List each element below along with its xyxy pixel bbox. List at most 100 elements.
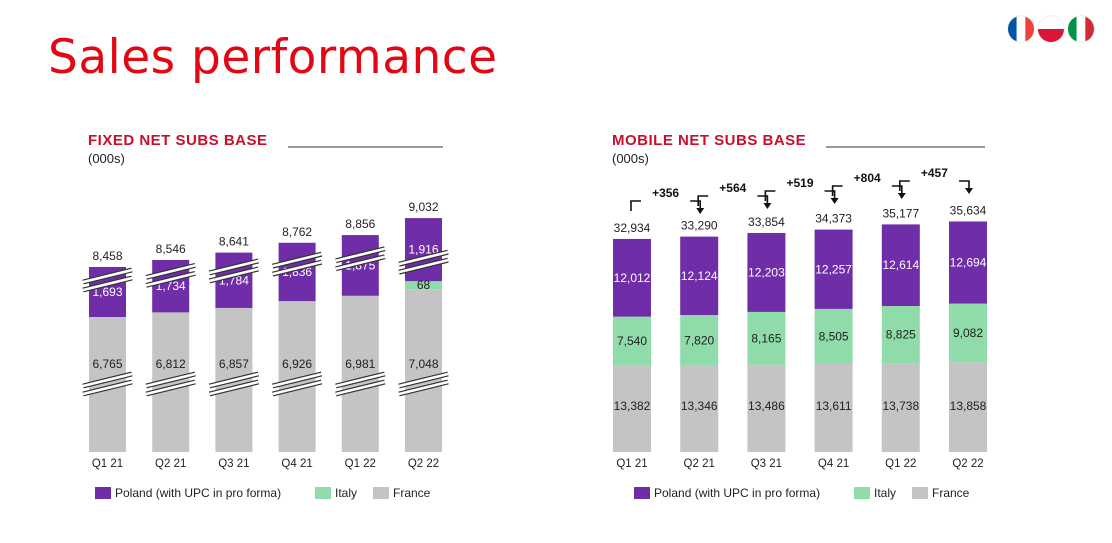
country-flags bbox=[1008, 16, 1094, 42]
bar-italy-q2-22 bbox=[949, 303, 987, 363]
total-label-q2-22: 9,032 bbox=[408, 200, 438, 214]
x-tick-q2-22: Q2 22 bbox=[408, 458, 439, 470]
total-label-q1-22: 35,177 bbox=[882, 206, 919, 220]
delta-connector-2: +564 bbox=[697, 181, 772, 209]
axis-break-q1-22 bbox=[335, 246, 386, 397]
data-label-france-q1-21: 6,765 bbox=[92, 357, 122, 371]
legend-swatch-france bbox=[912, 487, 928, 499]
x-tick-q1-21: Q1 21 bbox=[616, 458, 647, 470]
data-label-france-q2-22: 13,858 bbox=[950, 399, 987, 413]
bar-poland-q3-21 bbox=[747, 232, 786, 312]
legend-label-italy: Italy bbox=[335, 486, 357, 500]
legend-label-italy: Italy bbox=[874, 486, 896, 500]
axis-break-q2-21 bbox=[145, 262, 196, 397]
legend-swatch-italy bbox=[854, 487, 870, 499]
fixed-chart: FIXED NET SUBS BASE (000s) 6,765 1,693 8,458… bbox=[82, 132, 449, 500]
legend-swatch-france bbox=[373, 487, 389, 499]
bar-italy-q1-22 bbox=[881, 306, 920, 364]
bar-italy-q4-21 bbox=[814, 308, 853, 364]
delta-connector-1: +356 bbox=[630, 186, 705, 214]
axis-break-q1-21 bbox=[82, 267, 133, 397]
bar-france-q3-21 bbox=[747, 364, 786, 452]
total-label-q2-21: 8,546 bbox=[156, 242, 186, 256]
poland-flag-icon bbox=[1038, 16, 1064, 42]
legend-label-france: France bbox=[932, 486, 970, 500]
data-label-italy-q1-22: 8,825 bbox=[886, 328, 916, 342]
legend-label-poland: Poland (with UPC in pro forma) bbox=[115, 486, 281, 500]
total-label-q2-21: 33,290 bbox=[681, 219, 718, 233]
x-tick-q3-21: Q3 21 bbox=[218, 458, 249, 470]
data-label-italy-q4-21: 8,505 bbox=[819, 329, 849, 343]
delta-label-1: +356 bbox=[652, 186, 679, 200]
total-label-q1-21: 32,934 bbox=[614, 221, 651, 235]
data-label-poland-q1-21: 12,012 bbox=[614, 271, 651, 285]
data-label-italy-q2-22: 9,082 bbox=[953, 326, 983, 340]
bar-france-q1-22 bbox=[881, 363, 920, 452]
data-label-poland-q2-22: 12,694 bbox=[950, 256, 987, 270]
data-label-france-q1-22: 13,738 bbox=[882, 399, 919, 413]
data-label-poland-q2-22: 1,916 bbox=[408, 243, 438, 257]
total-label-q1-22: 8,856 bbox=[345, 217, 375, 231]
total-label-q3-21: 33,854 bbox=[748, 215, 785, 229]
data-label-france-q2-22: 7,048 bbox=[408, 357, 438, 371]
data-label-poland-q1-22: 12,614 bbox=[882, 258, 919, 272]
data-label-italy-q3-21: 8,165 bbox=[751, 331, 781, 345]
bar-poland-q4-21 bbox=[814, 229, 853, 309]
axis-break-q3-21 bbox=[208, 258, 259, 397]
data-label-poland-q1-21: 1,693 bbox=[92, 285, 122, 299]
delta-label-3: +519 bbox=[786, 176, 813, 190]
total-label-q4-21: 34,373 bbox=[815, 212, 852, 226]
data-label-france-q3-21: 13,486 bbox=[748, 399, 785, 413]
delta-label-4: +804 bbox=[854, 171, 881, 185]
x-tick-q1-22: Q1 22 bbox=[885, 458, 916, 470]
mobile-legend: Poland (with UPC in pro forma) Italy Franc… bbox=[634, 486, 970, 500]
x-tick-q2-21: Q2 21 bbox=[684, 458, 715, 470]
legend-swatch-italy bbox=[315, 487, 331, 499]
x-tick-q1-22: Q1 22 bbox=[345, 458, 376, 470]
legend-label-poland: Poland (with UPC in pro forma) bbox=[654, 486, 820, 500]
bar-france-q4-21 bbox=[814, 363, 853, 452]
delta-connector-3: +519 bbox=[764, 176, 839, 204]
bar-italy-q1-21 bbox=[613, 316, 651, 366]
data-label-poland-q3-21: 12,203 bbox=[748, 265, 785, 279]
total-label-q3-21: 8,641 bbox=[219, 235, 249, 249]
fixed-chart-title: FIXED NET SUBS BASE bbox=[88, 132, 268, 149]
legend-swatch-poland bbox=[634, 487, 650, 499]
bar-italy-q2-22 bbox=[405, 281, 442, 290]
total-label-q2-22: 35,634 bbox=[950, 203, 987, 217]
mobile-chart-title: MOBILE NET SUBS BASE bbox=[612, 132, 806, 149]
fixed-legend: Poland (with UPC in pro forma) Italy Franc… bbox=[95, 486, 431, 500]
delta-label-2: +564 bbox=[719, 181, 746, 195]
total-label-q4-21: 8,762 bbox=[282, 225, 312, 239]
bar-france-q2-22 bbox=[405, 289, 442, 452]
axis-break-q2-22 bbox=[398, 249, 449, 397]
data-label-france-q2-21: 6,812 bbox=[156, 357, 186, 371]
data-label-france-q1-22: 6,981 bbox=[345, 357, 375, 371]
bar-france-q1-22 bbox=[341, 295, 379, 452]
data-label-france-q2-21: 13,346 bbox=[681, 399, 718, 413]
data-label-italy-q2-21: 7,820 bbox=[684, 333, 714, 347]
delta-connector-5: +457 bbox=[899, 166, 973, 194]
data-label-france-q3-21: 6,857 bbox=[219, 357, 249, 371]
bar-france-q1-21 bbox=[613, 365, 651, 452]
axis-break-q4-21 bbox=[272, 251, 323, 397]
x-tick-q3-21: Q3 21 bbox=[751, 458, 782, 470]
data-label-poland-q2-21: 12,124 bbox=[681, 269, 718, 283]
mobile-chart: MOBILE NET SUBS BASE (000s) 13,382 7,540 12,… bbox=[612, 132, 987, 500]
x-tick-q4-21: Q4 21 bbox=[281, 458, 312, 470]
data-label-italy-q1-21: 7,540 bbox=[617, 334, 647, 348]
bar-italy-q2-21 bbox=[680, 315, 719, 366]
total-label-q1-21: 8,458 bbox=[92, 249, 122, 263]
bar-italy-q3-21 bbox=[747, 311, 786, 365]
mobile-chart-unit: (000s) bbox=[612, 151, 649, 166]
x-tick-q1-21: Q1 21 bbox=[92, 458, 123, 470]
delta-connector-4: +804 bbox=[831, 171, 906, 199]
bar-france-q2-22 bbox=[949, 362, 987, 452]
data-label-france-q4-21: 13,611 bbox=[816, 399, 852, 413]
legend-swatch-poland bbox=[95, 487, 111, 499]
legend-label-france: France bbox=[393, 486, 431, 500]
italy-flag-icon bbox=[1068, 16, 1094, 42]
bar-poland-q1-22 bbox=[881, 224, 920, 307]
data-label-france-q1-21: 13,382 bbox=[614, 399, 651, 413]
